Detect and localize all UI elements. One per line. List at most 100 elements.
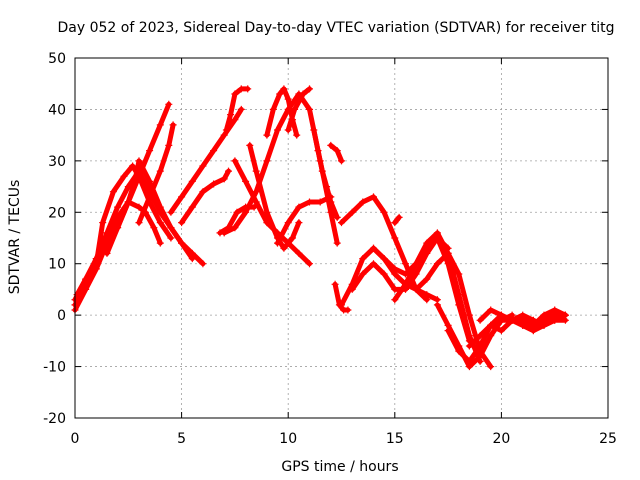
x-tick-label: 10 (279, 431, 297, 447)
data-point (540, 311, 548, 319)
data-point (306, 85, 313, 93)
data-point (476, 316, 484, 324)
data-point (391, 234, 399, 242)
data-point (129, 162, 137, 170)
data-point (295, 249, 303, 257)
y-tick-label: -10 (43, 360, 66, 376)
data-point (338, 219, 345, 227)
data-point (551, 316, 559, 324)
data-point (220, 131, 228, 139)
data-point (114, 203, 122, 211)
data-point (487, 306, 495, 314)
data-point (103, 229, 111, 237)
data-point (412, 270, 420, 278)
data-point (323, 183, 331, 191)
data-point (165, 100, 173, 108)
data-point (289, 234, 296, 242)
data-point (476, 342, 484, 350)
data-point (280, 244, 288, 252)
data-point (146, 177, 154, 185)
series-track (311, 127, 340, 220)
data-point (295, 203, 303, 211)
data-point (216, 229, 224, 237)
data-point (402, 280, 409, 288)
data-point (150, 224, 158, 232)
data-point (99, 219, 107, 227)
data-point (156, 219, 164, 227)
data-point (92, 255, 100, 263)
data-point (178, 219, 186, 227)
data-point (156, 203, 164, 211)
data-point (231, 157, 239, 165)
data-point (188, 177, 196, 185)
data-point (291, 105, 299, 113)
data-point (231, 116, 239, 124)
data-point (210, 180, 218, 188)
data-point (306, 260, 313, 268)
data-point (306, 105, 313, 113)
data-point (476, 352, 484, 360)
data-point (348, 285, 356, 293)
data-point (433, 229, 441, 237)
series-track (285, 86, 312, 133)
data-point (380, 255, 388, 263)
data-point (263, 131, 271, 139)
data-point (487, 363, 495, 371)
data-point (359, 255, 367, 263)
data-point (269, 105, 277, 113)
series-track (275, 194, 334, 246)
data-point (476, 332, 484, 340)
data-point (156, 239, 164, 247)
y-tick-label: 20 (48, 205, 66, 221)
series-track (392, 214, 402, 226)
data-point (135, 172, 143, 180)
plot-frame (74, 57, 609, 419)
data-point (284, 126, 292, 134)
series-track (179, 168, 231, 226)
data-point (423, 275, 431, 283)
y-tick-label: 0 (57, 308, 66, 324)
data-point (237, 105, 245, 113)
data-point (331, 280, 339, 288)
data-point (242, 203, 250, 211)
data-point (497, 311, 505, 319)
data-point (344, 306, 352, 314)
axis-ticks: 0 5 10 15 20 25 -20 -10 0 10 20 30 40 50 (43, 51, 617, 447)
data-point (109, 188, 117, 196)
data-point (444, 327, 452, 335)
x-tick-label: 5 (177, 431, 186, 447)
data-point (395, 213, 403, 221)
data-point (333, 213, 341, 221)
data-point (124, 198, 132, 206)
chart-title: Day 052 of 2023, Sidereal Day-to-day VTE… (58, 20, 615, 36)
data-point (274, 126, 281, 134)
data-point (391, 219, 399, 227)
data-point (284, 95, 292, 103)
data-point (199, 260, 207, 268)
data-point (280, 85, 288, 93)
x-tick-label: 20 (492, 431, 510, 447)
x-tick-label: 25 (599, 431, 617, 447)
data-point (188, 203, 196, 211)
data-point (487, 332, 495, 340)
data-point (348, 208, 356, 216)
data-point (433, 260, 441, 268)
data-point (252, 188, 260, 196)
y-tick-label: -20 (43, 411, 66, 427)
data-point (246, 141, 254, 149)
data-point (244, 85, 252, 93)
data-point (318, 167, 326, 175)
data-point (225, 167, 232, 175)
data-point (391, 296, 399, 304)
x-axis-label: GPS time / hours (281, 459, 398, 475)
y-tick-label: 50 (48, 51, 66, 67)
data-point (210, 147, 218, 155)
data-point (412, 260, 420, 268)
data-point (487, 321, 495, 329)
y-tick-label: 40 (48, 102, 66, 118)
data-point (178, 239, 186, 247)
y-tick-label: 10 (48, 257, 66, 273)
data-point (338, 157, 345, 165)
data-point (370, 260, 377, 268)
